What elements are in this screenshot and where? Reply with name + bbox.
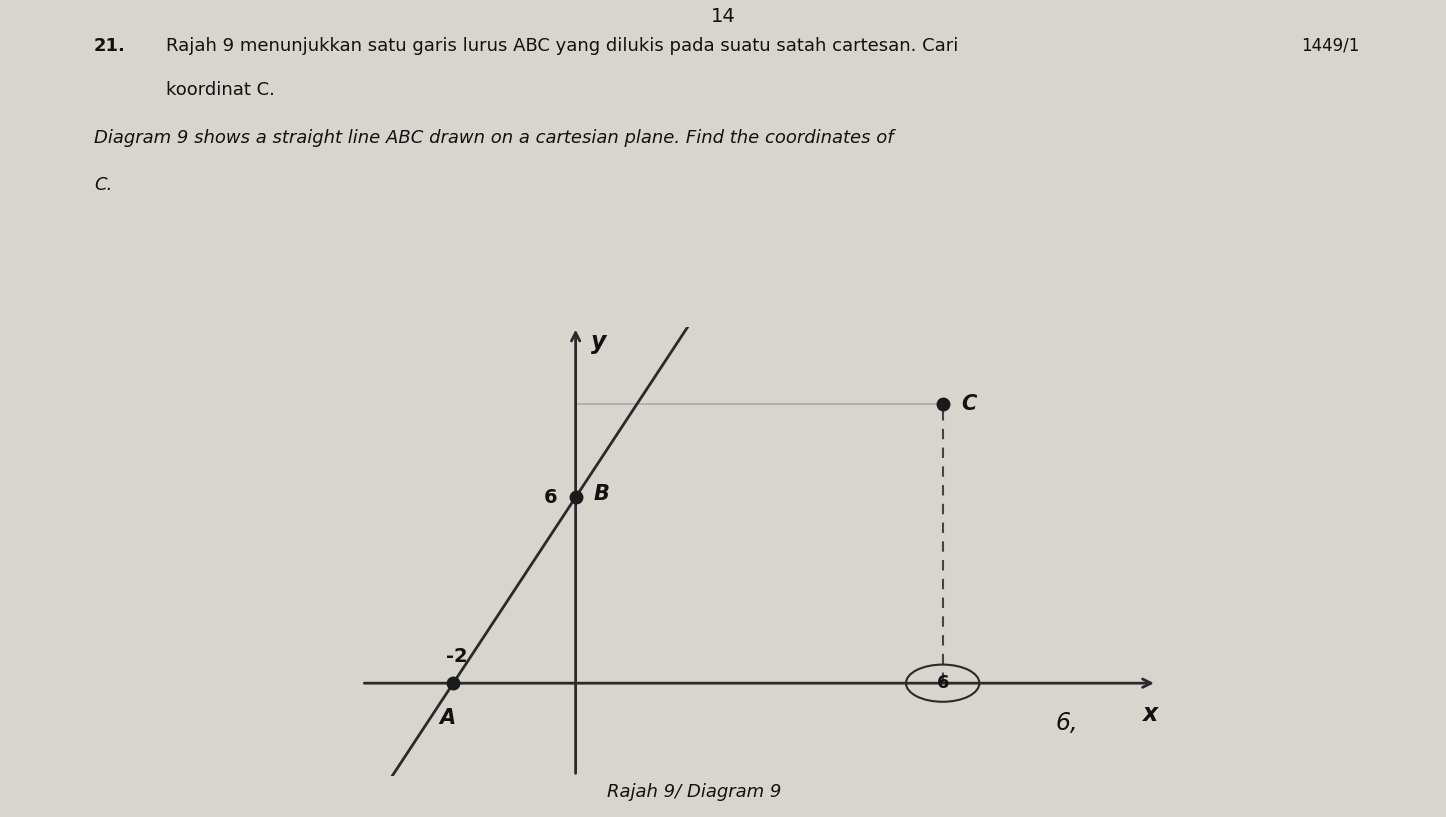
- Text: Diagram 9 shows a straight line ABC drawn on a cartesian plane. Find the coordin: Diagram 9 shows a straight line ABC draw…: [94, 129, 894, 147]
- Text: Rajah 9 menunjukkan satu garis lurus ABC yang dilukis pada suatu satah cartes​an: Rajah 9 menunjukkan satu garis lurus ABC…: [166, 37, 959, 55]
- Text: Rajah 9/ Diagram 9: Rajah 9/ Diagram 9: [607, 783, 781, 801]
- Text: A: A: [440, 708, 455, 728]
- Text: -2: -2: [445, 647, 467, 666]
- Text: B: B: [594, 484, 610, 504]
- Text: 14: 14: [710, 7, 736, 26]
- Text: 6: 6: [937, 674, 949, 692]
- Text: y: y: [591, 330, 606, 354]
- Text: 6,: 6,: [1056, 712, 1079, 735]
- Text: koordinat C.: koordinat C.: [166, 81, 275, 99]
- Text: C.: C.: [94, 176, 113, 194]
- Text: 1449/1: 1449/1: [1301, 37, 1359, 55]
- Text: 6: 6: [544, 488, 557, 507]
- Text: C: C: [962, 395, 976, 414]
- Text: 21.: 21.: [94, 37, 126, 55]
- Text: x: x: [1142, 702, 1158, 725]
